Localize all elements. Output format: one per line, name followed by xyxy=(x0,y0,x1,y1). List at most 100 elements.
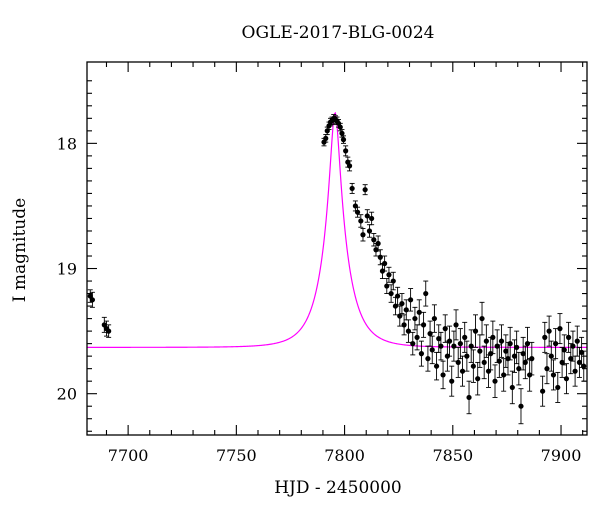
data-point xyxy=(555,371,561,403)
chart-title: OGLE-2017-BLG-0024 xyxy=(242,23,435,43)
data-point xyxy=(339,129,345,138)
data-point xyxy=(427,320,433,347)
data-point xyxy=(462,321,468,353)
data-point xyxy=(416,299,422,326)
data-point xyxy=(518,388,524,425)
y-tick-label: 19 xyxy=(57,260,77,279)
data-point xyxy=(337,122,343,132)
data-point xyxy=(433,351,440,381)
data-point xyxy=(520,336,526,371)
data-point xyxy=(459,355,466,387)
data-point xyxy=(498,324,505,358)
data-point xyxy=(382,255,388,272)
data-point xyxy=(429,335,435,365)
data-point xyxy=(401,314,407,336)
data-point xyxy=(509,370,515,405)
data-point xyxy=(407,288,414,312)
data-point xyxy=(343,145,349,157)
data-point xyxy=(375,235,381,252)
data-point xyxy=(420,311,427,338)
data-point xyxy=(436,324,442,353)
data-point xyxy=(346,160,353,172)
data-point xyxy=(358,214,364,228)
data-point xyxy=(553,328,559,360)
data-point xyxy=(390,271,396,291)
data-point xyxy=(457,328,463,360)
data-point xyxy=(514,330,520,365)
data-point xyxy=(431,304,438,333)
data-point xyxy=(449,365,455,397)
data-point xyxy=(362,184,368,196)
plot-frame xyxy=(86,61,588,436)
data-point xyxy=(369,211,375,226)
x-tick-label: 7700 xyxy=(108,446,149,465)
data-point xyxy=(492,364,498,398)
data-point xyxy=(472,314,479,348)
plot-area xyxy=(87,111,587,425)
data-point xyxy=(103,320,110,337)
x-axis-label: HJD - 2450000 xyxy=(274,478,402,498)
data-point xyxy=(455,346,461,378)
x-tick-label: 7900 xyxy=(541,446,582,465)
axis-ticks: 7700 7750 7800 7850 7900 18 19 20 xyxy=(57,62,587,465)
y-tick-label: 20 xyxy=(57,385,77,404)
data-point xyxy=(366,224,373,238)
data-point xyxy=(568,343,574,375)
data-point xyxy=(561,334,567,366)
y-axis-label: I magnitude xyxy=(10,198,30,302)
data-point xyxy=(388,284,394,303)
y-tick-label: 18 xyxy=(57,134,77,153)
data-point xyxy=(377,249,383,266)
data-point xyxy=(453,309,459,341)
data-point xyxy=(501,358,507,392)
data-point xyxy=(563,363,570,395)
data-point xyxy=(516,351,522,386)
data-point xyxy=(354,206,361,218)
data-point xyxy=(405,319,412,343)
data-point xyxy=(507,326,513,361)
x-tick-label: 7750 xyxy=(216,446,257,465)
data-point xyxy=(574,325,580,357)
data-point xyxy=(360,228,366,242)
data-point xyxy=(566,321,572,353)
data-point xyxy=(412,306,418,331)
data-point xyxy=(557,313,563,345)
model-curve xyxy=(87,111,587,348)
data-point xyxy=(481,345,487,380)
data-point xyxy=(395,286,401,306)
data-point xyxy=(451,330,457,362)
data-point xyxy=(483,324,489,358)
data-point xyxy=(490,320,496,355)
data-point xyxy=(440,360,446,390)
data-point xyxy=(418,340,425,367)
data-point xyxy=(438,331,444,361)
data-point xyxy=(524,326,531,361)
data-point xyxy=(340,135,347,144)
data-point xyxy=(364,209,370,223)
data-point xyxy=(540,375,546,407)
data-point xyxy=(464,340,470,372)
data-point xyxy=(442,314,448,343)
data-point xyxy=(446,325,453,357)
data-point xyxy=(397,305,403,327)
x-tick-label: 7800 xyxy=(324,446,365,465)
data-point xyxy=(386,266,392,283)
data-point xyxy=(548,340,554,372)
data-point xyxy=(479,301,485,336)
data-point xyxy=(399,293,405,315)
data-point xyxy=(349,182,355,194)
data-point xyxy=(544,353,550,385)
data-point xyxy=(466,380,472,415)
data-point xyxy=(542,321,548,353)
data-point xyxy=(423,280,429,307)
data-point xyxy=(106,324,112,338)
data-point xyxy=(384,278,390,295)
data-point xyxy=(511,339,518,373)
x-tick-label: 7850 xyxy=(432,446,473,465)
data-point xyxy=(470,349,476,383)
data-point xyxy=(89,291,96,308)
data-point xyxy=(410,331,416,356)
data-point xyxy=(550,359,557,391)
data-point xyxy=(496,344,502,378)
